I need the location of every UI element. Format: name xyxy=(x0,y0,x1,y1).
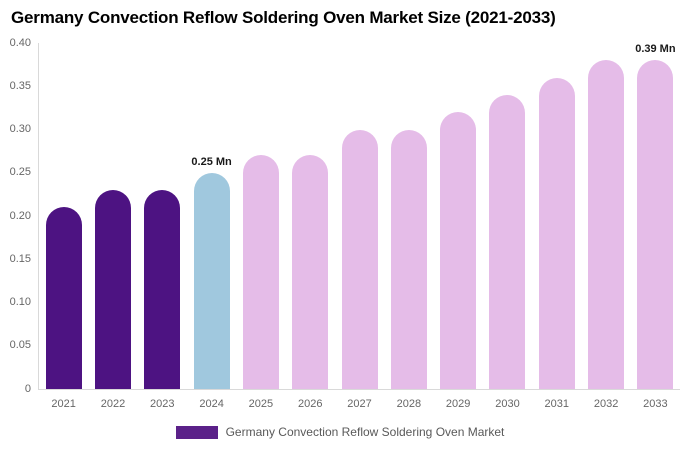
x-tick-2030: 2030 xyxy=(495,398,520,410)
x-tick-2022: 2022 xyxy=(100,398,126,410)
x-tick-2028: 2028 xyxy=(396,398,422,410)
bar-2029[interactable] xyxy=(440,112,477,389)
x-tick-2024: 2024 xyxy=(199,398,224,410)
bar-column-2024: 0.25 Mn xyxy=(187,43,236,389)
y-tick-0.40: 0.40 xyxy=(9,36,31,49)
bar-column-2027 xyxy=(335,43,384,389)
bar-column-2023 xyxy=(138,43,187,389)
x-tick-2023: 2023 xyxy=(150,398,175,410)
y-axis-line xyxy=(38,43,39,389)
data-label-2033: 0.39 Mn xyxy=(635,43,676,55)
bar-2033[interactable] xyxy=(637,60,674,389)
y-tick-0.35: 0.35 xyxy=(9,79,31,92)
bar-column-2028 xyxy=(384,43,433,389)
bar-column-2030 xyxy=(483,43,532,389)
bar-column-2033: 0.39 Mn xyxy=(631,43,680,389)
y-tick-0.20: 0.20 xyxy=(9,209,31,222)
chart-title: Germany Convection Reflow Soldering Oven… xyxy=(11,8,556,27)
bar-column-2032 xyxy=(581,43,630,389)
y-axis-tick-labels: 0.40 0.35 0.30 0.25 0.20 0.15 0.10 0.05 0 xyxy=(0,0,31,450)
bar-column-2026 xyxy=(286,43,335,389)
legend[interactable]: Germany Convection Reflow Soldering Oven… xyxy=(0,425,680,439)
bar-2031[interactable] xyxy=(538,77,575,389)
x-tick-2026: 2026 xyxy=(297,398,323,410)
x-axis-line xyxy=(38,389,680,390)
x-tick-2033: 2033 xyxy=(643,398,668,410)
x-tick-2029: 2029 xyxy=(445,398,471,410)
plot-area: 0.25 Mn 0.39 Mn xyxy=(39,43,680,389)
bar-2030[interactable] xyxy=(489,94,526,389)
bar-2032[interactable] xyxy=(588,60,625,389)
bar-2025[interactable] xyxy=(242,155,279,389)
bar-column-2022 xyxy=(88,43,137,389)
bar-2022[interactable] xyxy=(94,190,131,389)
bar-column-2029 xyxy=(434,43,483,389)
y-tick-0.10: 0.10 xyxy=(9,296,31,308)
bar-2027[interactable] xyxy=(341,129,378,389)
y-tick-0: 0 xyxy=(24,382,31,395)
bar-2021[interactable] xyxy=(45,207,82,389)
bar-2024[interactable] xyxy=(193,172,230,389)
y-tick-0.05: 0.05 xyxy=(9,339,31,352)
bar-column-2021 xyxy=(39,43,88,389)
x-axis-tick-labels: 2021 2022 2023 2024 2025 2026 2027 2028 2029 2030… xyxy=(39,398,680,410)
bar-2023[interactable] xyxy=(144,190,181,389)
y-tick-0.15: 0.15 xyxy=(9,252,31,265)
legend-swatch xyxy=(175,425,218,439)
y-tick-0.30: 0.30 xyxy=(9,123,31,135)
bar-2028[interactable] xyxy=(390,129,427,389)
x-tick-2027: 2027 xyxy=(347,398,372,410)
legend-label: Germany Convection Reflow Soldering Oven… xyxy=(225,425,505,439)
x-tick-2025: 2025 xyxy=(248,398,274,410)
bar-column-2031 xyxy=(532,43,581,389)
data-label-2024: 0.25 Mn xyxy=(191,155,232,168)
bar-column-2025 xyxy=(236,43,285,389)
x-tick-2021: 2021 xyxy=(51,398,76,410)
x-tick-2032: 2032 xyxy=(593,398,619,410)
y-tick-0.25: 0.25 xyxy=(9,166,31,179)
x-tick-2031: 2031 xyxy=(544,398,570,410)
bar-2026[interactable] xyxy=(292,155,329,389)
